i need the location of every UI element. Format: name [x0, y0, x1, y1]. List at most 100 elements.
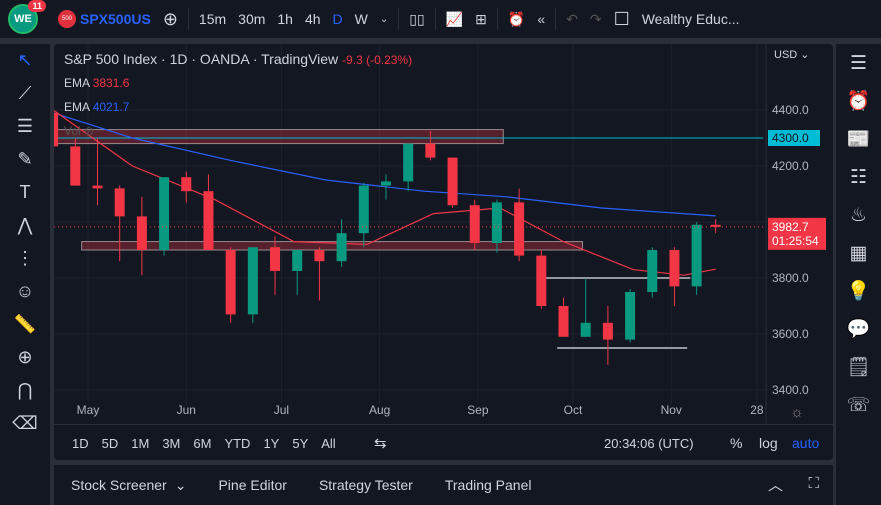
brush-icon[interactable]: ✎: [17, 149, 33, 169]
time-tick-label: Oct: [564, 403, 583, 417]
replay-icon[interactable]: «: [537, 11, 546, 27]
chat-icon[interactable]: 💬: [846, 319, 871, 340]
ruler-icon[interactable]: 📏: [13, 314, 37, 334]
candle-body: [536, 255, 547, 306]
interval-D[interactable]: D: [332, 11, 343, 27]
help-icon[interactable]: ☏: [846, 394, 871, 416]
undo-icon[interactable]: ↶: [566, 10, 578, 27]
news-icon[interactable]: 📰: [846, 129, 871, 150]
candle-body: [425, 143, 436, 158]
interval-15m[interactable]: 15m: [198, 11, 227, 27]
range-1M[interactable]: 1M: [131, 436, 150, 451]
volume-legend[interactable]: Vol ⊘: [64, 124, 95, 138]
level-price-label: 4300.0: [772, 131, 809, 145]
last-price-label: 3982.7: [772, 220, 809, 234]
calendar-icon[interactable]: ▦: [849, 242, 868, 264]
ema-slow-line: [54, 112, 716, 217]
candle-body: [380, 181, 391, 186]
collapse-chevron-icon[interactable]: ︿: [767, 477, 783, 494]
time-tick-label: Aug: [369, 403, 390, 417]
range-6M[interactable]: 6M: [193, 436, 212, 451]
level-price-tag: [768, 130, 820, 146]
zoom-in-icon[interactable]: ⊕: [17, 347, 33, 367]
range-5D[interactable]: 5D: [101, 436, 119, 451]
ema-fast-legend: EMA 3831.6: [64, 76, 130, 90]
time-tick-label: Sep: [467, 403, 489, 417]
bottom-tab[interactable]: Pine Editor: [218, 477, 287, 493]
utc-clock[interactable]: 20:34:06 (UTC): [604, 436, 694, 451]
candle-body: [270, 247, 281, 271]
chevron-down-icon[interactable]: ⌄: [379, 13, 389, 25]
interval-4h[interactable]: 4h: [304, 11, 321, 27]
user-avatar[interactable]: WE 11: [8, 0, 46, 34]
eraser-icon[interactable]: ⌫: [12, 413, 38, 433]
time-tick-label: 28: [750, 403, 764, 417]
candle-body: [514, 202, 525, 256]
candle-body: [247, 247, 258, 315]
candle-body: [136, 216, 147, 250]
candle-body: [70, 146, 81, 186]
candles-chart-type-icon[interactable]: ▯▯: [409, 10, 425, 27]
range-YTD[interactable]: YTD: [224, 436, 251, 451]
indicators-icon[interactable]: 📈: [445, 10, 464, 27]
bottom-tab[interactable]: Stock Screener: [71, 477, 167, 493]
alarm-icon[interactable]: ⏰: [846, 91, 871, 112]
range-1D[interactable]: 1D: [72, 436, 89, 451]
bottom-tab[interactable]: Strategy Tester: [318, 477, 413, 493]
auto-toggle[interactable]: auto: [792, 435, 820, 451]
redo-icon[interactable]: ↷: [589, 10, 602, 27]
candle-body: [159, 177, 170, 250]
layout-icon[interactable]: ☐: [613, 8, 630, 29]
settings-gear-icon[interactable]: ☼: [790, 404, 804, 421]
compare-add-icon[interactable]: ⊕: [162, 8, 178, 29]
templates-icon[interactable]: ⊞: [475, 10, 487, 27]
alert-icon[interactable]: ⏰: [507, 10, 526, 27]
candle-body: [691, 224, 702, 287]
trendline-icon[interactable]: ⟋: [18, 83, 32, 103]
emoji-icon[interactable]: ☺: [15, 281, 35, 301]
interval-1h[interactable]: 1h: [277, 11, 293, 27]
chevron-down-icon[interactable]: ⌄: [174, 476, 187, 493]
right-toolbar: ☰ ⏰ 📰 ☷ ♨ ▦ 💡 💬 🗒 ☏: [836, 44, 881, 505]
candle-body: [403, 143, 414, 182]
log-toggle[interactable]: log: [759, 435, 778, 451]
cursor-icon[interactable]: ↖: [17, 50, 33, 70]
hotlist-fire-icon[interactable]: ♨: [849, 204, 868, 226]
candle-body: [469, 205, 480, 243]
range-5Y[interactable]: 5Y: [292, 436, 309, 451]
symbol-search[interactable]: 500 SPX500US: [52, 0, 157, 38]
candle-body: [181, 177, 192, 192]
candle-body: [203, 191, 214, 250]
prediction-icon[interactable]: ⋮: [16, 248, 34, 268]
chart-panel[interactable]: May Jun Jul Aug Sep Oct Nov 28 4400.0 4200.0 3800.…: [54, 44, 833, 460]
currency-select[interactable]: USD ⌄: [774, 49, 810, 61]
interval-30m[interactable]: 30m: [238, 11, 266, 27]
layout-name[interactable]: Wealthy Educ...: [641, 11, 740, 27]
range-3M[interactable]: 3M: [162, 436, 181, 451]
last-price-tag: [768, 217, 826, 250]
candle-body: [336, 233, 347, 262]
ideas-bulb-icon[interactable]: 💡: [846, 281, 871, 302]
eye-hidden-icon: ⊘: [84, 124, 95, 138]
watchlist-icon[interactable]: ☰: [849, 52, 868, 74]
supply-demand-zone: [81, 241, 584, 251]
notes-icon[interactable]: 🗒: [846, 357, 871, 378]
pattern-icon[interactable]: ⋀: [17, 215, 33, 235]
price-chart[interactable]: May Jun Jul Aug Sep Oct Nov 28 4400.0 4200.0 3800.…: [54, 44, 833, 460]
candle-body: [314, 250, 325, 262]
maximize-icon[interactable]: ⛶: [808, 475, 819, 492]
price-tick-label: 4400.0: [772, 103, 809, 117]
date-range-icon[interactable]: ⇆: [374, 435, 387, 452]
candle-body: [647, 250, 658, 292]
horizontal-lines-icon[interactable]: ☰: [16, 116, 34, 136]
candle-body: [292, 250, 303, 271]
symbol-icon: 500: [58, 10, 76, 28]
magnet-icon[interactable]: ⋂: [17, 380, 33, 400]
range-All[interactable]: All: [321, 436, 336, 451]
screener-list-icon[interactable]: ☷: [849, 166, 868, 188]
interval-W[interactable]: W: [354, 11, 368, 27]
bottom-tab[interactable]: Trading Panel: [444, 477, 532, 493]
percent-toggle[interactable]: %: [730, 435, 743, 451]
range-1Y[interactable]: 1Y: [263, 436, 280, 451]
text-icon[interactable]: T: [19, 182, 31, 202]
